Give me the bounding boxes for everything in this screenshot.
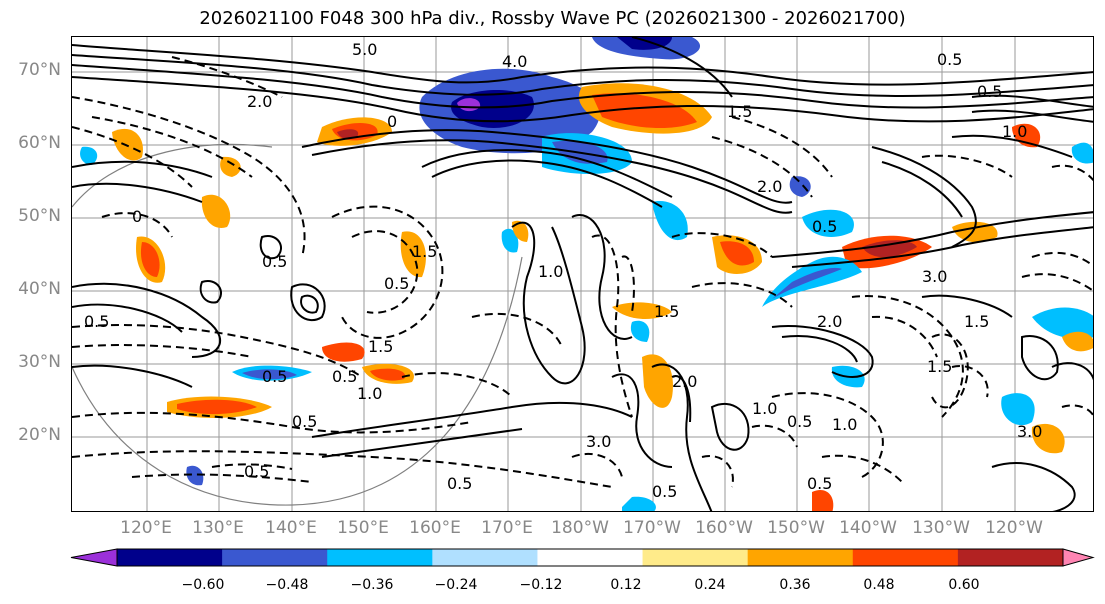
contour-label: 1.0 xyxy=(357,384,382,403)
colorbar-segment xyxy=(327,549,433,566)
lon-label: 160°W xyxy=(695,518,753,538)
lon-label: 150°E xyxy=(337,518,389,538)
colorbar-segment xyxy=(747,549,854,566)
lon-label: 130°W xyxy=(912,518,970,538)
colorbar-tick: 0.12 xyxy=(610,577,642,593)
contour-label: 0 xyxy=(387,112,397,131)
contour-label: 2.0 xyxy=(672,372,697,391)
colorbar-extend-max xyxy=(1062,548,1095,567)
contour-label: 0.5 xyxy=(447,474,472,493)
colorbar-segment xyxy=(222,549,328,566)
lat-label-30n: 30°N xyxy=(18,352,61,372)
contour-label: 1.0 xyxy=(752,399,777,418)
colorbar-tick: 0.24 xyxy=(694,577,726,593)
map-panel: 5.0 4.0 0.5 2.0 1.5 0 0.5 2.0 1.0 0.5 1.… xyxy=(71,36,1094,512)
colorbar-tick: −0.24 xyxy=(434,577,478,593)
contour-label: 0.5 xyxy=(292,412,317,431)
colorbar-tick: −0.36 xyxy=(350,577,394,593)
contour-label: 0.5 xyxy=(787,412,812,431)
contour-label: 0.5 xyxy=(807,474,832,493)
colorbar-segment xyxy=(432,549,538,566)
contour-label: 1.0 xyxy=(832,415,857,434)
lon-label: 140°E xyxy=(265,518,317,538)
colorbar-tick: −0.60 xyxy=(181,577,225,593)
lat-label-50n: 50°N xyxy=(18,206,61,226)
great-circle-arc-top xyxy=(72,143,273,208)
contour-label: 0.5 xyxy=(977,82,1002,101)
contour-label: 1.0 xyxy=(1002,122,1027,141)
great-circle-arc xyxy=(72,256,523,506)
contour-label: 0.5 xyxy=(244,462,269,481)
contour-label: 3.0 xyxy=(586,432,611,451)
contour-label: 0.5 xyxy=(937,50,962,69)
colorbar-segment xyxy=(537,549,644,566)
contour-label: 1.5 xyxy=(727,102,752,121)
lon-label: 160°E xyxy=(409,518,461,538)
contour-label: 0.5 xyxy=(384,274,409,293)
map-canvas: 5.0 4.0 0.5 2.0 1.5 0 0.5 2.0 1.0 0.5 1.… xyxy=(72,37,1093,511)
colorbar-segment xyxy=(957,549,1064,566)
lon-label: 180°W xyxy=(551,518,609,538)
contour-label: 0.5 xyxy=(262,252,287,271)
contours-solid xyxy=(72,37,1093,511)
contour-label: 1.0 xyxy=(538,262,563,281)
colorbar-extend-min xyxy=(70,548,118,567)
colorbar-tick: 0.60 xyxy=(948,577,980,593)
contour-label: 4.0 xyxy=(502,52,527,71)
lat-label-20n: 20°N xyxy=(18,425,61,445)
lat-label-60n: 60°N xyxy=(18,133,61,153)
contour-label: 1.5 xyxy=(654,302,679,321)
colorbar-tick: 0.48 xyxy=(863,577,895,593)
lon-label: 120°W xyxy=(985,518,1043,538)
lon-label: 120°E xyxy=(120,518,172,538)
lat-label-40n: 40°N xyxy=(18,279,61,299)
colorbar-tick: −0.12 xyxy=(519,577,563,593)
contour-label: 1.5 xyxy=(368,337,393,356)
contour-label: 1.5 xyxy=(412,242,437,261)
lon-label: 150°W xyxy=(767,518,825,538)
contour-label: 1.5 xyxy=(927,357,952,376)
colorbar-tick: −0.48 xyxy=(265,577,309,593)
lon-label: 170°W xyxy=(623,518,681,538)
colorbar-segments xyxy=(70,548,1095,567)
contour-label: 1.5 xyxy=(964,312,989,331)
contour-label: 0.5 xyxy=(262,367,287,386)
lon-label: 140°W xyxy=(839,518,897,538)
contour-label: 0.5 xyxy=(652,482,677,501)
contour-label: 2.0 xyxy=(757,177,782,196)
lon-label: 170°E xyxy=(481,518,533,538)
contour-label: 2.0 xyxy=(247,92,272,111)
contour-label: 0 xyxy=(132,207,142,226)
contour-label: 0.5 xyxy=(332,367,357,386)
contour-label: 3.0 xyxy=(1017,422,1042,441)
colorbar-segment xyxy=(117,549,223,566)
contour-label: 2.0 xyxy=(817,312,842,331)
lat-label-70n: 70°N xyxy=(18,60,61,80)
contour-label: 0.5 xyxy=(812,217,837,236)
contours-dashed xyxy=(72,56,1093,488)
lon-label: 130°E xyxy=(192,518,244,538)
contour-label: 5.0 xyxy=(352,40,377,59)
contour-labels: 5.0 4.0 0.5 2.0 1.5 0 0.5 2.0 1.0 0.5 1.… xyxy=(84,40,1042,501)
colorbar-segment xyxy=(852,549,959,566)
contour-label: 3.0 xyxy=(922,267,947,286)
colorbar-tick: 0.36 xyxy=(779,577,811,593)
contour-label: 0.5 xyxy=(84,312,109,331)
map-title: 2026021100 F048 300 hPa div., Rossby Wav… xyxy=(199,8,906,29)
colorbar-segment xyxy=(642,549,749,566)
